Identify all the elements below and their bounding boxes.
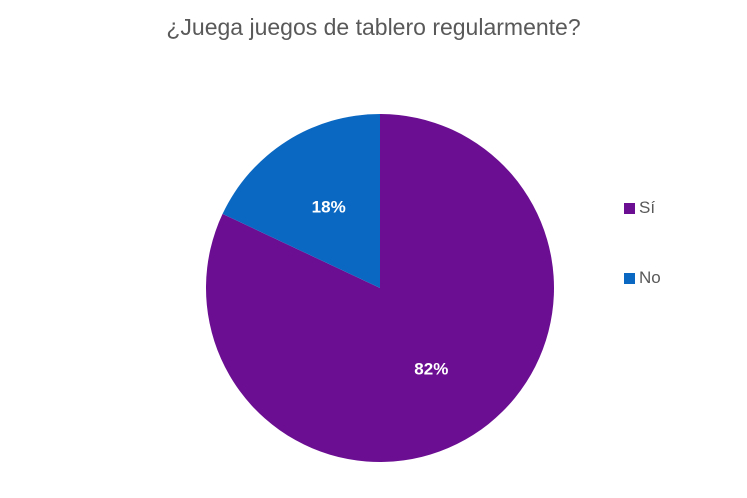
- data-label-no: 18%: [312, 198, 346, 217]
- legend: Sí No: [624, 197, 661, 337]
- pie-slice-no: [222, 114, 380, 288]
- legend-item-no: No: [624, 267, 661, 289]
- legend-label-si: Sí: [639, 198, 656, 217]
- legend-item-si: Sí: [624, 197, 661, 219]
- legend-swatch-no: [624, 272, 635, 284]
- legend-label-no: No: [639, 268, 661, 287]
- legend-swatch-si: [624, 202, 635, 214]
- chart-title: ¿Juega juegos de tablero regularmente?: [166, 14, 581, 40]
- data-label-si: 82%: [414, 359, 448, 378]
